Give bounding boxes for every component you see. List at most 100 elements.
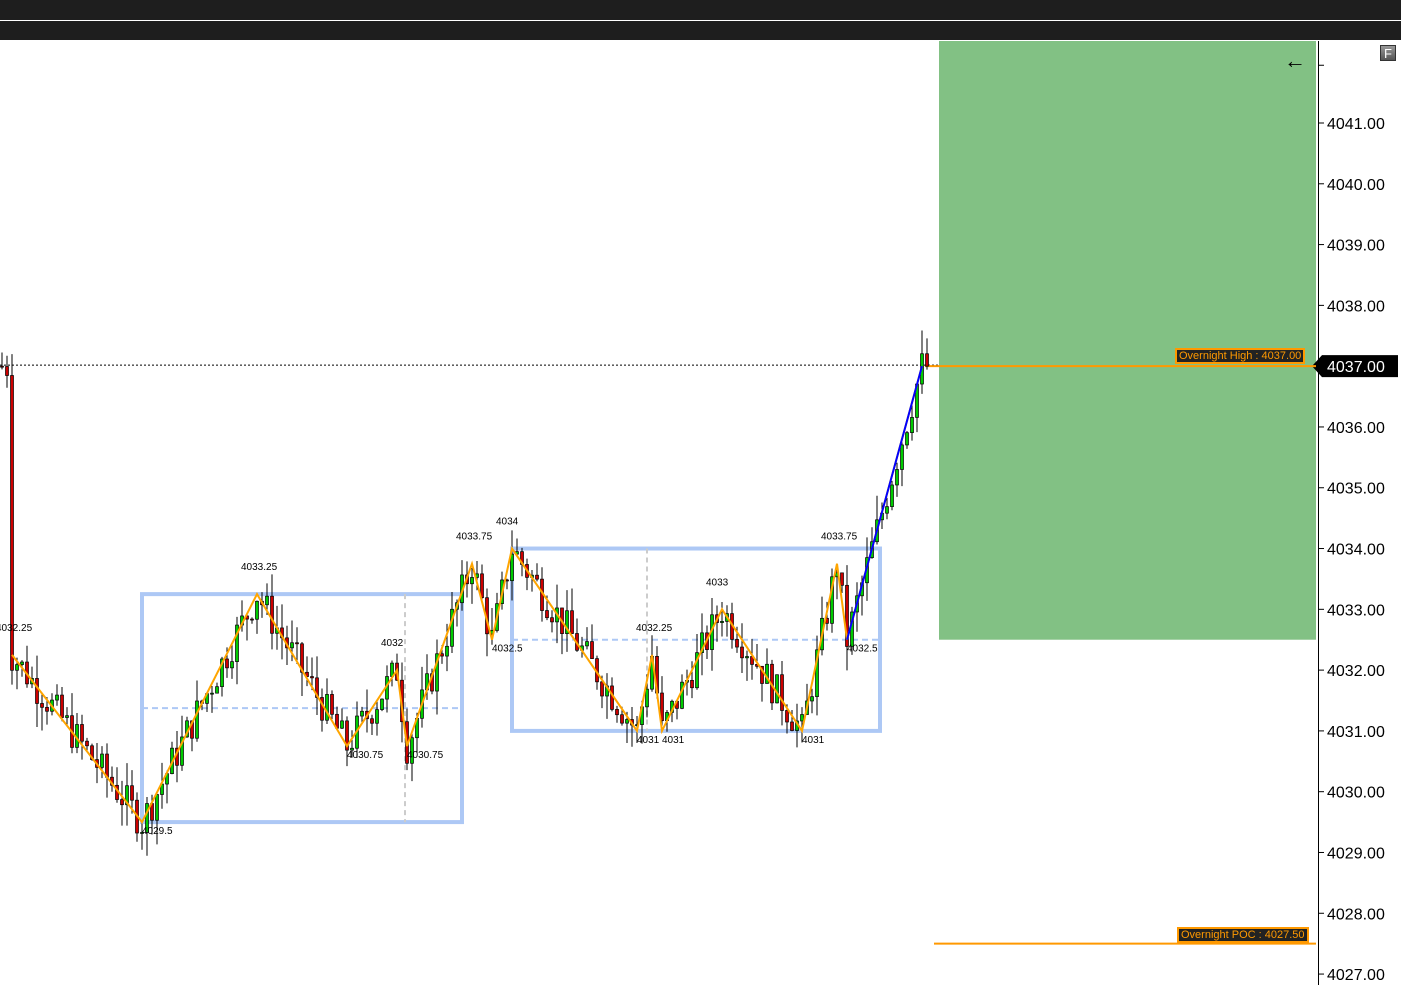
candle — [565, 590, 569, 652]
candle-body — [885, 506, 889, 514]
value-zone — [939, 41, 1316, 640]
candle — [895, 462, 899, 497]
pivot-label: 4030.75 — [347, 750, 384, 761]
candle-body — [790, 721, 794, 731]
candle-body — [230, 661, 234, 669]
candle-body — [100, 753, 104, 768]
axis-label: 4033.00 — [1327, 602, 1385, 619]
candle-body — [90, 745, 94, 760]
candle-body — [225, 658, 229, 669]
candle-body — [745, 656, 749, 659]
candle — [470, 567, 474, 604]
toolbar — [0, 21, 1401, 41]
candle — [370, 714, 374, 736]
candle — [380, 698, 384, 712]
candle — [255, 600, 259, 634]
candle-body — [330, 694, 334, 715]
candle — [210, 685, 214, 713]
candle — [925, 338, 929, 370]
candle-body — [380, 698, 384, 710]
zigzag-line — [11, 365, 923, 824]
candle — [30, 666, 34, 689]
candle-body — [470, 577, 474, 585]
candle-body — [220, 658, 224, 688]
candle — [590, 624, 594, 659]
candle — [535, 563, 539, 582]
candle-body — [105, 753, 109, 778]
candle — [100, 746, 104, 779]
price-chart[interactable]: 4041.00 4040.00 4039.00 4038.00 4036.00 4035.… — [0, 41, 1401, 985]
candle — [710, 597, 714, 671]
candle-body — [120, 799, 124, 806]
candle — [725, 605, 729, 637]
candle — [70, 693, 74, 754]
candle — [910, 403, 914, 441]
candle — [745, 650, 749, 681]
candle — [170, 741, 174, 775]
overnight-poc-label: Overnight POC : 4027.50 — [1177, 927, 1309, 943]
back-arrow-icon[interactable]: ← — [1284, 48, 1306, 73]
candle-body — [410, 737, 414, 764]
candle — [105, 743, 109, 798]
candle-body — [625, 719, 629, 724]
candle — [900, 442, 904, 487]
candle-body — [180, 736, 184, 766]
candle — [690, 661, 694, 699]
candle-body — [435, 653, 439, 692]
candle-body — [800, 714, 804, 722]
candle-body — [510, 553, 514, 582]
candle-body — [615, 709, 619, 716]
candle — [145, 797, 149, 856]
candle-body — [620, 714, 624, 724]
axis-label: 4040.00 — [1327, 177, 1385, 194]
axis-label: 4035.00 — [1327, 481, 1385, 498]
candle — [790, 709, 794, 732]
candle-body — [690, 680, 694, 689]
trend-line — [846, 365, 923, 640]
candle-body — [590, 641, 594, 659]
candle — [550, 610, 554, 633]
candle — [385, 665, 389, 713]
axis-label: 4028.00 — [1327, 906, 1385, 923]
candle — [25, 645, 29, 688]
f-button[interactable]: F — [1380, 45, 1396, 61]
axis-label: 4032.00 — [1327, 663, 1385, 680]
candle — [215, 682, 219, 694]
candle — [700, 613, 704, 676]
pivot-label: 4033.75 — [456, 532, 493, 543]
candle — [920, 330, 924, 394]
candle-body — [60, 694, 64, 718]
candle-body — [775, 674, 779, 704]
pivot-label: 4032 — [381, 638, 404, 649]
current-price-marker — [1312, 355, 1398, 378]
candle — [35, 655, 39, 728]
candle-body — [845, 584, 849, 647]
candle-body — [350, 747, 354, 751]
candle — [390, 660, 394, 687]
candle-body — [145, 803, 149, 833]
candle — [5, 355, 9, 388]
candle-body — [480, 573, 484, 599]
pivot-label: 4032.25 — [636, 623, 673, 634]
pivot-label: 4033.75 — [821, 532, 858, 543]
candle-body — [315, 677, 319, 698]
candle-body — [570, 610, 574, 634]
candle — [615, 705, 619, 723]
candle-body — [290, 642, 294, 649]
axis-label: 4038.00 — [1327, 298, 1385, 315]
candle-body — [545, 610, 549, 619]
candle-body — [785, 710, 789, 723]
candle — [230, 643, 234, 679]
candle — [890, 480, 894, 511]
candle-body — [255, 600, 259, 620]
candle — [840, 572, 844, 593]
candle-body — [890, 484, 894, 507]
candle-body — [295, 642, 299, 645]
candle-body — [215, 686, 219, 694]
candle — [510, 530, 514, 601]
candle — [235, 616, 239, 685]
candle — [365, 689, 369, 733]
axis-label: 4027.00 — [1327, 967, 1385, 984]
candle-body — [155, 794, 159, 821]
candle — [585, 627, 589, 650]
